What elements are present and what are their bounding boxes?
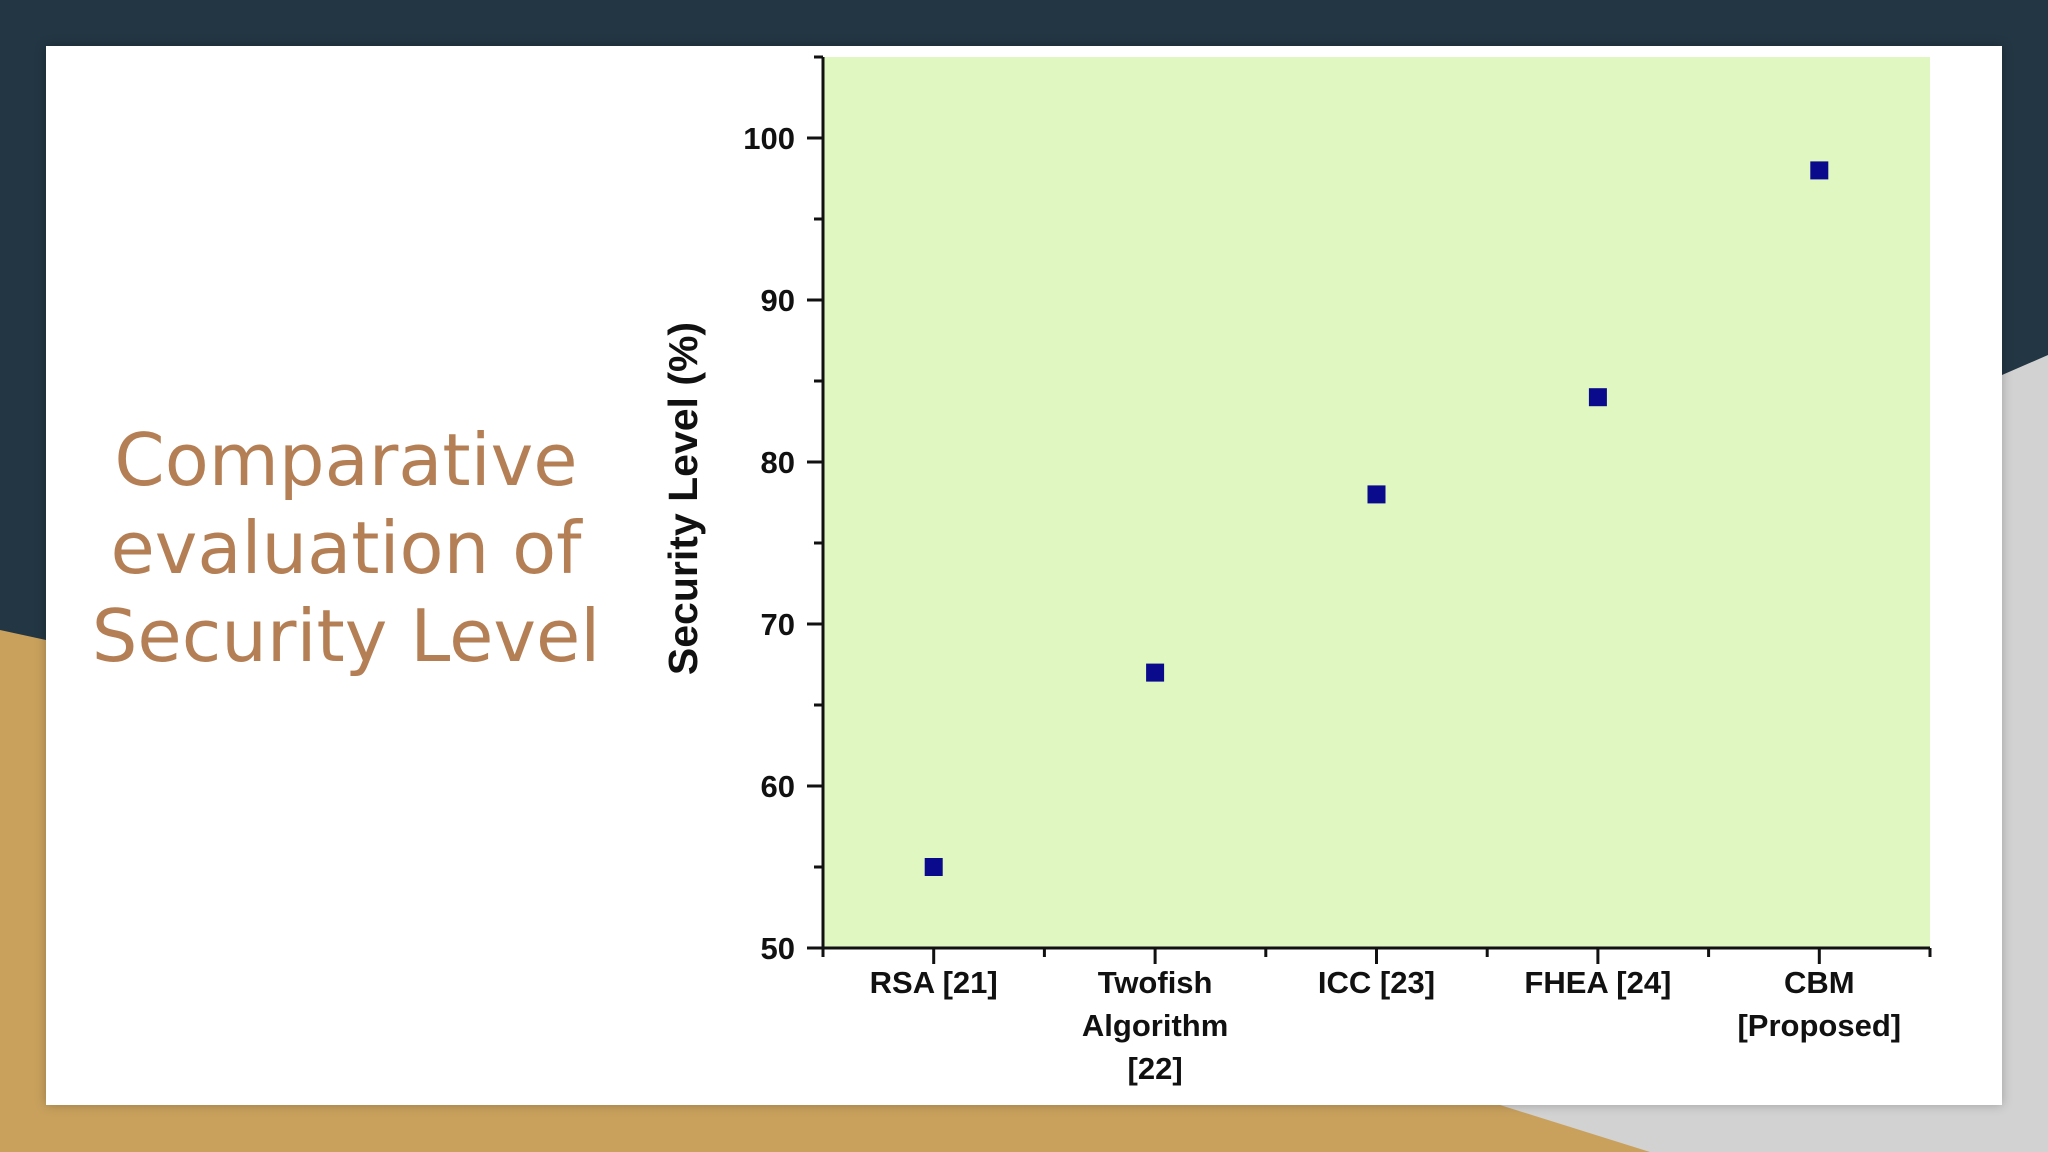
y-tick-label: 90 [761,283,795,318]
x-tick-label-line: Algorithm [1082,1008,1228,1043]
x-tick-label: ICC [23] [1318,965,1435,1000]
x-tick-label: FHEA [24] [1524,965,1671,1000]
gold-accent-shape-left [0,630,46,1152]
x-tick-label-line: RSA [21] [870,965,998,1000]
data-point-marker [1810,161,1829,180]
gray-accent-shape-bottom [1500,1105,2048,1152]
y-tick-label: 50 [761,931,795,966]
x-tick-label: RSA [21] [870,965,998,1000]
y-tick-label: 70 [761,607,795,642]
y-tick-label: 60 [761,769,795,804]
y-tick-label: 80 [761,445,795,480]
slide-title: Comparative evaluation of Security Level [91,418,601,678]
x-axis: RSA [21] Twofish Algorithm [22] ICC [23] FHEA… [821,946,1932,1086]
data-markers [924,161,1829,876]
x-tick-label-line: ICC [23] [1318,965,1435,1000]
x-tick-label-line: CBM [1784,965,1855,1000]
data-point-marker [1146,663,1165,682]
x-tick-label-line: [22] [1128,1051,1183,1086]
x-tick-label-line: FHEA [24] [1524,965,1671,1000]
data-point-marker [1588,388,1607,407]
data-point-marker [924,858,943,876]
x-tick-label: Twofish Algorithm [22] [1082,965,1228,1086]
data-point-marker [1367,485,1386,504]
gray-accent-shape-right [2002,355,2048,1152]
x-tick-label-line: Twofish [1098,965,1213,1000]
x-tick-label-line: [Proposed] [1737,1008,1901,1043]
y-axis-title: Security Level (%) [660,322,706,675]
x-tick-label: CBM [Proposed] [1737,965,1901,1043]
y-tick-label: 100 [743,121,795,156]
gold-accent-shape-bottom [0,1105,2048,1152]
y-axis: 50 60 70 80 90 100 [743,55,825,966]
